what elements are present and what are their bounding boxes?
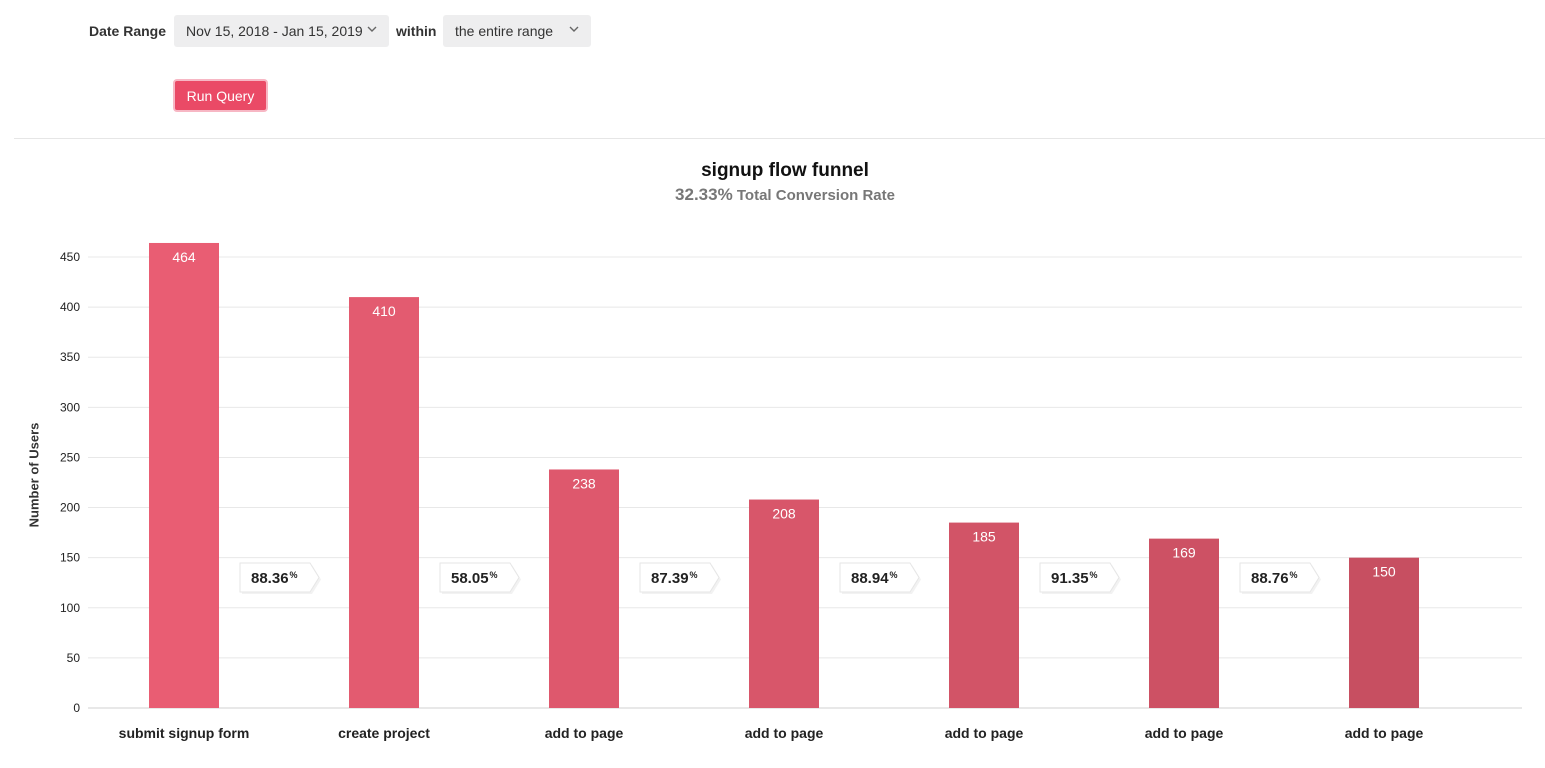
bar-value-label: 150 bbox=[1372, 564, 1396, 580]
x-category-label: add to page bbox=[945, 725, 1024, 741]
funnel-bar bbox=[949, 522, 1019, 708]
step-conversion-unit: % bbox=[1290, 570, 1298, 580]
query-controls: Date Range Nov 15, 2018 - Jan 15, 2019 w… bbox=[0, 0, 1545, 139]
step-conversion-rate: 58.05 bbox=[451, 570, 489, 587]
step-conversion-unit: % bbox=[890, 570, 898, 580]
date-range-select[interactable]: Nov 15, 2018 - Jan 15, 2019 bbox=[174, 15, 389, 47]
chart-subtitle: 32.33% Total Conversion Rate bbox=[0, 185, 1545, 205]
y-tick-label: 350 bbox=[60, 350, 80, 364]
conversion-badge bbox=[1039, 562, 1120, 593]
y-tick-label: 400 bbox=[60, 300, 80, 314]
step-conversion-unit: % bbox=[1090, 570, 1098, 580]
total-conversion-label: Total Conversion Rate bbox=[736, 187, 895, 204]
y-tick-label: 150 bbox=[60, 551, 80, 565]
within-value: the entire range bbox=[455, 23, 554, 39]
funnel-bar bbox=[149, 242, 219, 709]
x-category-label: add to page bbox=[545, 725, 624, 741]
chart-title: signup flow funnel bbox=[701, 160, 869, 181]
y-tick-label: 50 bbox=[67, 651, 81, 665]
within-label: within bbox=[396, 23, 437, 39]
step-conversion-unit: % bbox=[690, 570, 698, 580]
section-divider bbox=[14, 138, 1545, 139]
x-category-label: add to page bbox=[1145, 725, 1224, 741]
funnel-bar bbox=[549, 469, 619, 708]
y-tick-label: 250 bbox=[60, 450, 80, 464]
funnel-bar bbox=[749, 499, 819, 708]
step-conversion-rate: 91.35 bbox=[1051, 570, 1089, 587]
x-category-label: create project bbox=[338, 725, 430, 741]
conversion-badge bbox=[1239, 562, 1320, 593]
bar-value-label: 185 bbox=[972, 529, 996, 545]
date-range-value: Nov 15, 2018 - Jan 15, 2019 bbox=[186, 23, 363, 39]
within-select[interactable]: the entire range bbox=[443, 15, 591, 47]
step-conversion-unit: % bbox=[490, 570, 498, 580]
chevron-down-icon bbox=[569, 26, 579, 32]
conversion-badge bbox=[639, 562, 720, 593]
x-category-label: submit signup form bbox=[119, 725, 250, 741]
bar-value-label: 238 bbox=[572, 475, 596, 491]
run-query-button[interactable]: Run Query bbox=[173, 79, 268, 112]
conversion-badge bbox=[239, 562, 320, 593]
bar-value-label: 208 bbox=[772, 506, 796, 522]
y-tick-label: 100 bbox=[60, 601, 80, 615]
y-tick-label: 200 bbox=[60, 501, 80, 515]
date-range-label: Date Range bbox=[89, 23, 167, 39]
chevron-down-icon bbox=[367, 26, 377, 32]
y-tick-label: 450 bbox=[60, 250, 80, 264]
bar-value-label: 410 bbox=[372, 303, 396, 319]
bar-value-label: 169 bbox=[1172, 545, 1196, 561]
bar-value-label: 464 bbox=[172, 249, 196, 265]
y-tick-label: 0 bbox=[73, 701, 80, 715]
conversion-badge bbox=[439, 562, 520, 593]
funnel-bar bbox=[1149, 538, 1219, 708]
total-conversion-rate: 32.33% bbox=[675, 185, 733, 204]
step-conversion-rate: 88.76 bbox=[1251, 570, 1289, 587]
step-conversion-rate: 88.36 bbox=[251, 570, 289, 587]
step-conversion-unit: % bbox=[290, 570, 298, 580]
step-conversion-rate: 87.39 bbox=[651, 570, 689, 587]
x-category-label: add to page bbox=[1345, 725, 1424, 741]
funnel-bar bbox=[349, 297, 419, 708]
step-conversion-rate: 88.94 bbox=[851, 570, 889, 587]
y-tick-label: 300 bbox=[60, 400, 80, 414]
x-category-label: add to page bbox=[745, 725, 824, 741]
funnel-bar bbox=[1349, 557, 1419, 708]
conversion-badge bbox=[839, 562, 920, 593]
